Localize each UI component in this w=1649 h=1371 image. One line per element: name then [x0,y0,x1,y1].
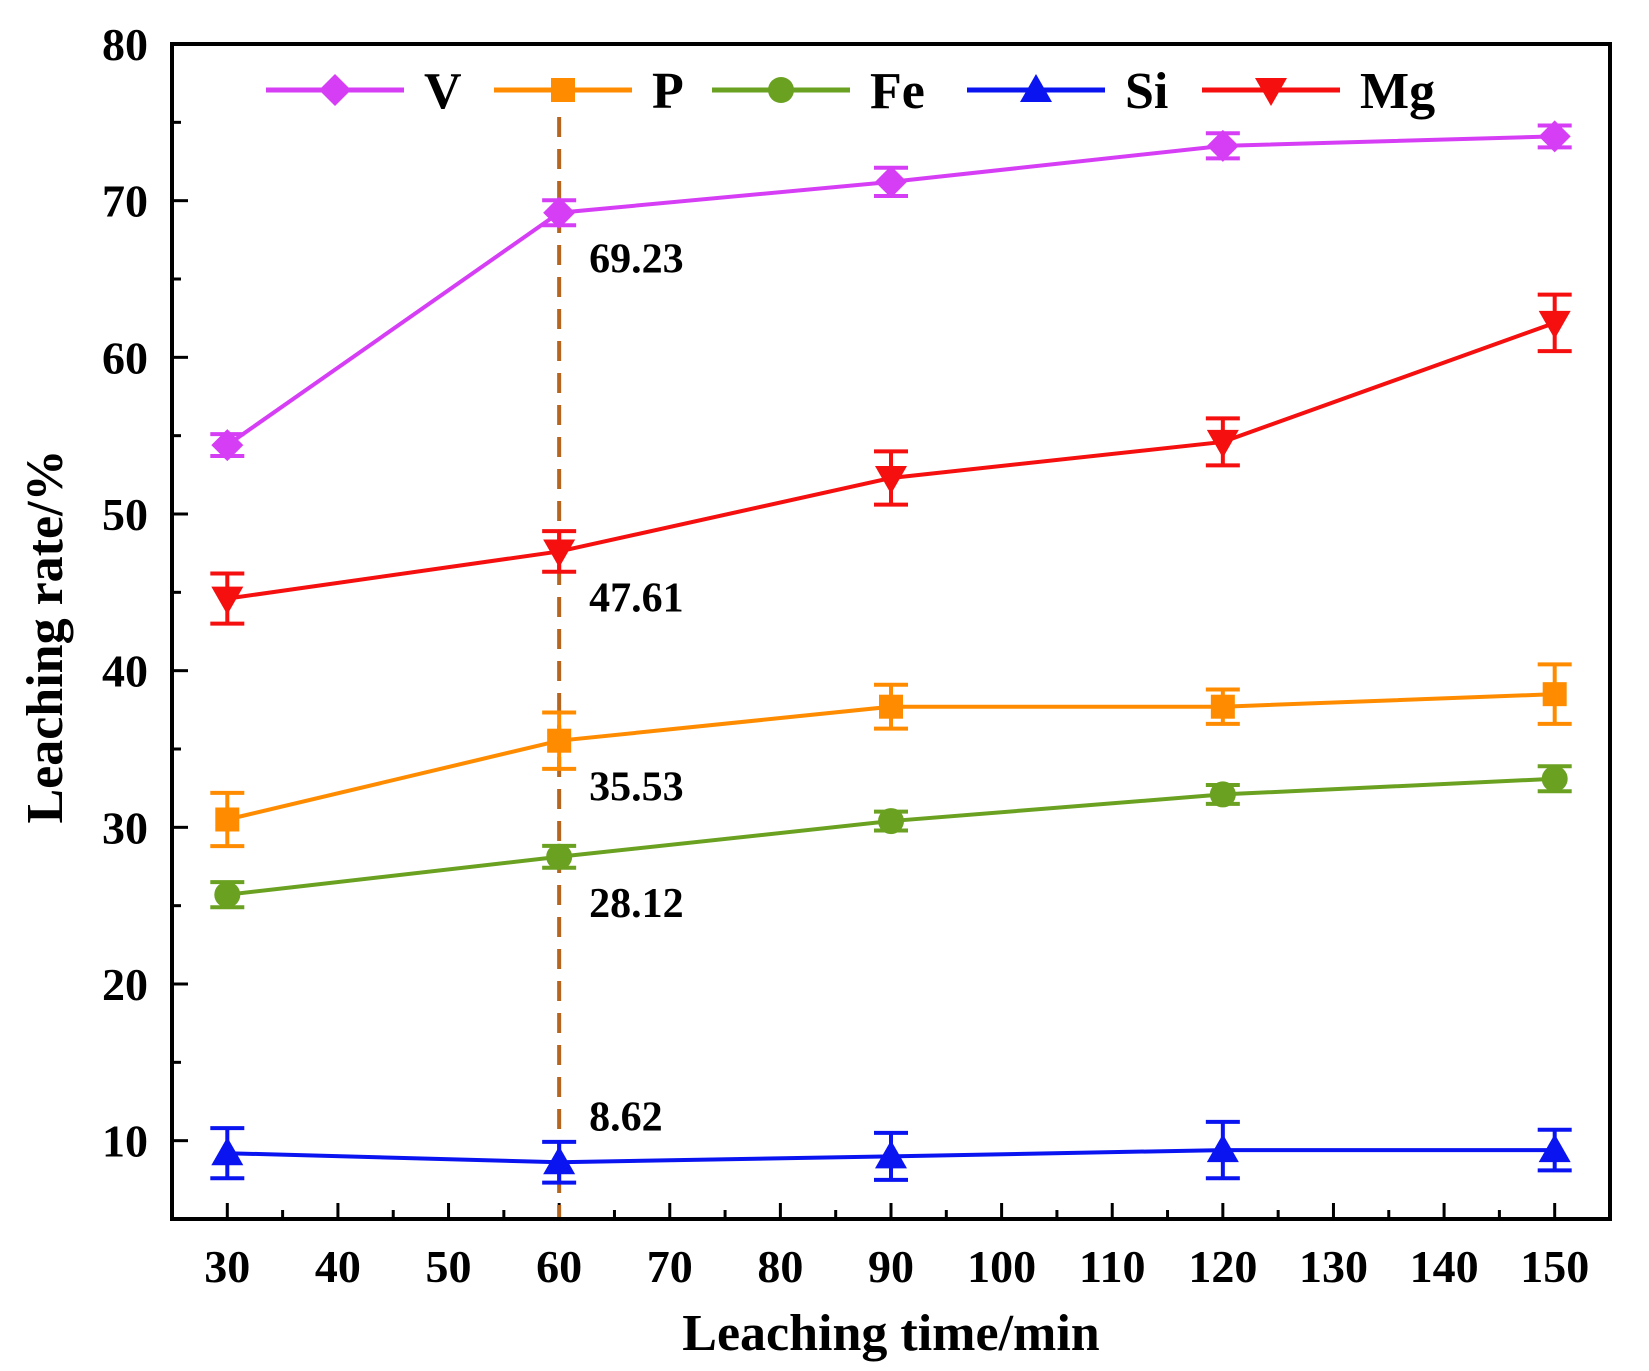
data-point-fe [214,881,241,908]
plot-frame [170,42,1612,1221]
legend-marker-p [551,78,575,102]
legend-item-si: Si [967,63,1168,120]
data-point-p [547,728,572,753]
data-point-fe [878,808,904,835]
data-point-p [1542,682,1567,707]
legend-label-fe: Fe [870,63,925,120]
annotation-layer: 69.23 47.61 35.53 28.12 8.62 [589,237,684,1141]
data-point-v [1538,120,1571,153]
data-point-fe [1209,781,1236,808]
value-annotation: 69.23 [589,237,684,283]
legend-marker-v [319,74,351,106]
data-point-fe [1541,765,1568,792]
legend-item-fe: Fe [712,63,925,120]
value-annotation: 8.62 [589,1094,663,1140]
legend-label-si: Si [1125,63,1168,120]
legend: V P Fe Si Mg [266,63,1435,120]
y-tick-label: 50 [102,489,148,540]
legend-marker-si [1020,74,1052,102]
data-point-v [543,196,576,229]
axis-ticks-layer [170,42,1612,1221]
x-tick-label: 70 [647,1241,693,1292]
data-point-mg [875,465,907,494]
legend-marker-fe [768,77,794,103]
y-tick-label: 40 [102,646,148,697]
data-point-mg [1206,429,1239,458]
data-point-mg [211,586,244,615]
x-tick-label: 80 [757,1241,803,1292]
data-point-p [1210,694,1235,719]
data-point-si [1538,1134,1571,1163]
data-point-si [543,1146,576,1175]
y-axis-label: Leaching rate/% [17,449,74,823]
x-tick-label: 40 [315,1241,361,1292]
x-tick-label: 140 [1410,1241,1479,1292]
x-tick-label: 100 [967,1241,1036,1292]
x-tick-label: 50 [426,1241,472,1292]
y-tick-label: 20 [102,959,148,1010]
data-point-si [211,1137,244,1166]
x-axis-label: Leaching time/min [682,1305,1100,1362]
data-point-p [879,694,903,719]
x-tick-label: 90 [868,1241,914,1292]
y-tick-label: 70 [102,176,148,227]
data-point-mg [543,539,576,568]
y-tick-label: 80 [102,19,148,70]
data-point-p [215,807,240,832]
series-v [210,120,1572,462]
data-point-v [875,165,907,198]
data-point-v [211,429,244,462]
data-point-fe [546,843,573,870]
data-point-si [875,1140,907,1169]
y-tick-label: 10 [102,1116,148,1167]
value-annotation: 35.53 [589,765,684,811]
legend-marker-mg [1255,78,1287,106]
legend-label-mg: Mg [1360,63,1435,120]
value-annotation: 28.12 [589,881,684,927]
x-tick-label: 110 [1079,1241,1145,1292]
legend-label-v: V [424,63,462,120]
data-point-si [1206,1134,1239,1163]
y-tick-label: 60 [102,332,148,383]
x-tick-label: 30 [204,1241,250,1292]
series-fe [210,764,1572,910]
legend-label-p: P [652,63,684,120]
series-p [210,662,1572,849]
x-tick-label: 60 [536,1241,582,1292]
data-point-v [1206,129,1239,162]
data-point-mg [1538,310,1571,339]
series-mg [210,292,1572,626]
series-line-fe [227,776,1555,897]
series-si [210,1119,1572,1185]
x-tick-label: 150 [1520,1241,1589,1292]
value-annotation: 47.61 [589,575,684,621]
series-layer [210,120,1572,1185]
y-tick-label: 30 [102,802,148,853]
tick-labels: 30 40 50 60 70 80 90 100 110 120 130 140 150 10 20 30 40… [102,19,1589,1292]
legend-item-mg: Mg [1202,63,1435,120]
x-tick-label: 130 [1299,1241,1368,1292]
x-tick-label: 120 [1188,1241,1257,1292]
legend-item-v: V [266,63,462,120]
legend-item-p: P [494,63,684,120]
